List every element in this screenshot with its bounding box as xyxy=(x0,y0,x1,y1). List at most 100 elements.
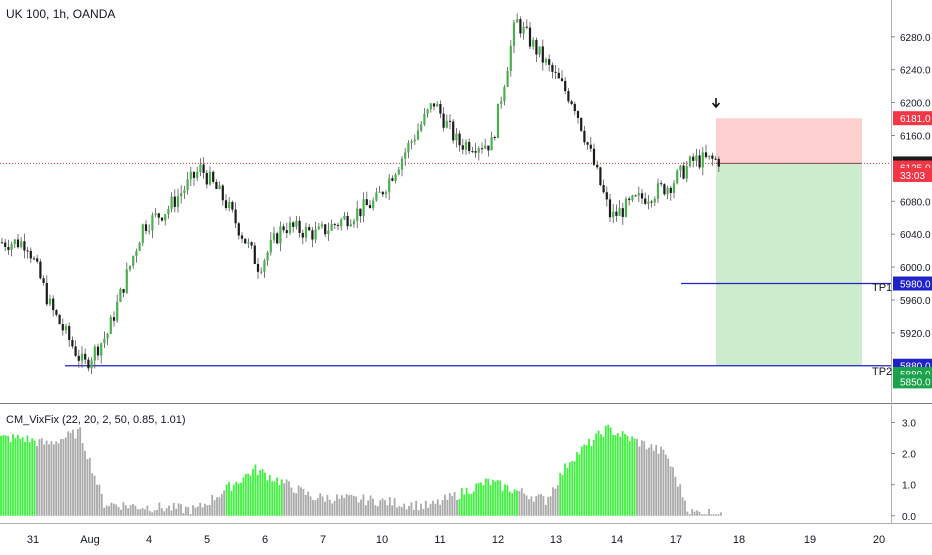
vixfix-bar xyxy=(144,509,146,516)
vixfix-bar xyxy=(504,484,506,516)
candle-body xyxy=(167,208,170,215)
vixfix-bar xyxy=(484,478,487,516)
candle-body xyxy=(714,158,717,160)
vixfix-bar xyxy=(417,510,420,516)
vixfix-bar xyxy=(367,500,370,516)
vixfix-bar xyxy=(136,509,139,516)
candle-body xyxy=(394,174,397,181)
vixfix-bar xyxy=(206,505,209,516)
vixfix-bar xyxy=(501,490,504,516)
vixfix-bar xyxy=(547,496,550,516)
candle-body xyxy=(365,199,368,206)
vixfix-bar xyxy=(708,508,710,516)
vixfix-bar xyxy=(621,431,624,516)
vixfix-bar xyxy=(712,514,715,516)
candle-body xyxy=(567,91,570,102)
candle-body xyxy=(477,148,480,153)
candle-body xyxy=(32,258,36,260)
candle-body xyxy=(522,26,525,34)
candle-body xyxy=(244,238,247,244)
vixfix-bar xyxy=(300,487,302,516)
candle-body xyxy=(448,120,452,122)
candle-body xyxy=(615,211,618,216)
oscillator-axis: 0.0 1.0 2.0 3.0 xyxy=(891,418,916,523)
candle-body xyxy=(692,156,695,161)
vixfix-bar xyxy=(645,449,648,516)
vixfix-bar xyxy=(52,444,55,516)
vixfix-bar xyxy=(211,494,214,516)
candle-body xyxy=(308,227,311,231)
candle-body xyxy=(368,205,372,209)
candle-body xyxy=(196,171,199,178)
vixfix-bar xyxy=(463,494,466,516)
candle-body xyxy=(356,208,359,221)
candle-body xyxy=(13,239,16,245)
candle-body xyxy=(634,195,637,197)
candle-body xyxy=(212,171,215,182)
candle-body xyxy=(573,103,576,112)
vixfix-bar xyxy=(410,502,413,516)
vixfix-bar xyxy=(314,500,317,516)
vixfix-bar xyxy=(268,475,271,516)
vixfix-bar xyxy=(208,504,211,516)
vixfix-bar xyxy=(412,509,415,516)
low-price-tag-bg xyxy=(893,374,932,389)
vixfix-bar xyxy=(48,444,50,516)
osc-tick-label: 3.0 xyxy=(902,418,916,429)
candle-body xyxy=(186,179,189,190)
candle-body xyxy=(304,227,308,238)
candle-body xyxy=(426,109,429,114)
vixfix-bar xyxy=(369,495,372,516)
candle-body xyxy=(247,242,250,244)
vixfix-bar xyxy=(544,504,547,516)
vixfix-bar xyxy=(120,509,122,516)
vixfix-bar xyxy=(100,493,103,516)
candle-body xyxy=(461,145,464,150)
vixfix-bar xyxy=(537,494,540,516)
take-profit-zone[interactable] xyxy=(716,163,862,366)
candle-body xyxy=(701,152,704,168)
candle-body xyxy=(61,324,64,331)
candle-body xyxy=(509,45,512,71)
countdown-tag-bg xyxy=(893,167,932,182)
y-tick-label: 6000.0 xyxy=(900,263,931,274)
vixfix-bar xyxy=(372,498,374,516)
candle-body xyxy=(96,346,100,356)
candle-body xyxy=(183,189,186,194)
vixfix-bar xyxy=(643,441,646,516)
vixfix-bar xyxy=(235,481,238,516)
candle-body xyxy=(410,141,413,144)
candle-body xyxy=(397,169,400,175)
candle-body xyxy=(224,200,228,209)
candle-body xyxy=(384,192,388,195)
candle-body xyxy=(42,278,45,283)
level-lines xyxy=(0,162,891,367)
candle-body xyxy=(221,185,224,201)
vixfix-bar xyxy=(196,506,199,516)
stop-loss-zone[interactable] xyxy=(716,118,862,164)
candle-body xyxy=(125,269,128,293)
arrow-down-icon[interactable] xyxy=(711,98,721,109)
candle-body xyxy=(116,301,119,321)
candle-body xyxy=(298,220,301,233)
candle-body xyxy=(541,46,544,63)
candle-body xyxy=(52,298,55,311)
vixfix-bar xyxy=(441,500,444,516)
vixfix-bar xyxy=(511,493,514,516)
vixfix-bar xyxy=(14,437,17,516)
candle-body xyxy=(324,224,327,235)
vixfix-bar xyxy=(177,503,180,516)
stop-price-tag: 6181.0 xyxy=(900,114,931,125)
vixfix-bar xyxy=(494,481,497,516)
vixfix-bar xyxy=(717,514,720,516)
candle-body xyxy=(439,103,442,114)
vixfix-bar xyxy=(624,433,626,516)
candle-body xyxy=(109,317,112,334)
vixfix-bar xyxy=(194,507,197,516)
candle-body xyxy=(64,326,68,331)
vixfix-bar xyxy=(165,508,168,516)
vixfix-bar xyxy=(134,505,137,516)
candle-body xyxy=(484,145,487,149)
candle-body xyxy=(320,224,324,227)
candle-body xyxy=(68,326,71,341)
